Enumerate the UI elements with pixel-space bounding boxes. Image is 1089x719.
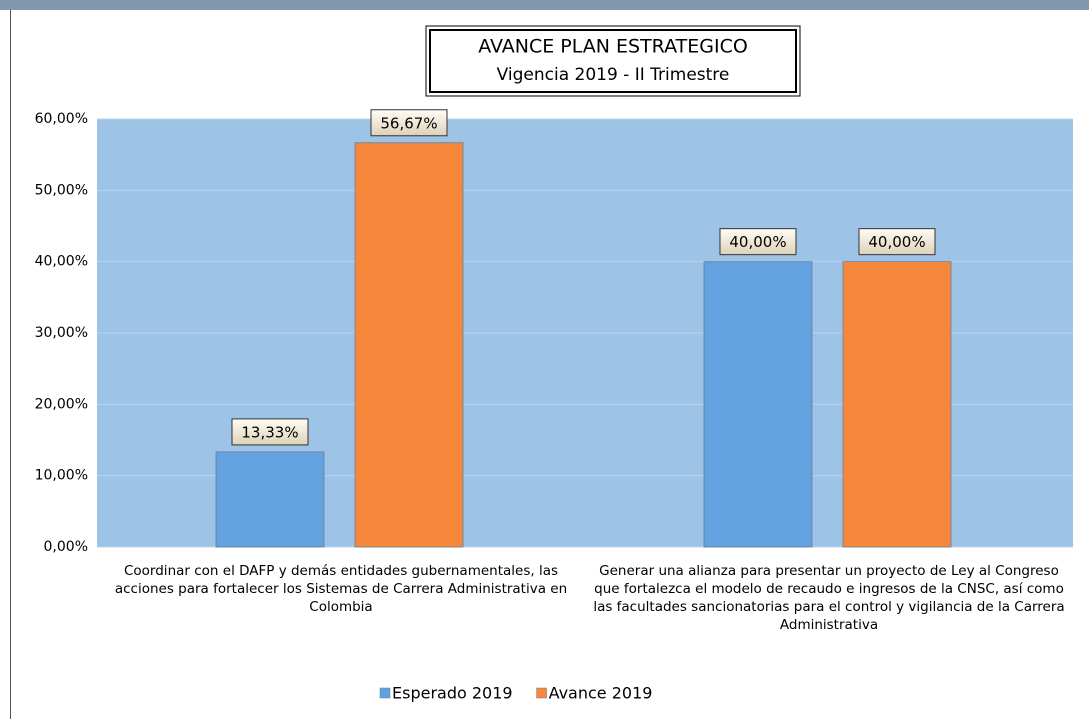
top-strip — [0, 0, 1089, 10]
y-tick-label: 10,00% — [35, 468, 88, 484]
legend-label: Esperado 2019 — [392, 684, 513, 703]
legend-swatch — [379, 687, 391, 699]
legend-label: Avance 2019 — [549, 684, 653, 703]
x-tick-label: Generar una alianza para presentar un pr… — [593, 563, 1065, 633]
value-label: 56,67% — [380, 114, 437, 132]
value-label: 40,00% — [868, 233, 925, 251]
value-label-box — [719, 228, 797, 256]
value-label-box — [370, 109, 448, 137]
bar — [703, 261, 813, 548]
legend-swatch — [536, 687, 547, 699]
y-tick-label: 50,00% — [35, 182, 88, 198]
value-label: 13,33% — [241, 423, 298, 441]
chart-title: AVANCE PLAN ESTRATEGICO — [478, 36, 748, 58]
bar — [842, 261, 952, 548]
chart-subtitle: Vigencia 2019 - II Trimestre — [497, 65, 730, 85]
bar — [354, 142, 464, 548]
bar — [215, 451, 325, 548]
y-tick-label: 20,00% — [35, 396, 88, 412]
value-label-box — [858, 228, 936, 256]
title-box-inner — [429, 29, 797, 93]
title-box — [425, 25, 801, 97]
y-tick-label: 0,00% — [44, 539, 88, 555]
value-label: 40,00% — [729, 233, 786, 251]
y-tick-label: 30,00% — [35, 325, 88, 341]
y-tick-label: 60,00% — [35, 111, 88, 127]
x-tick-label: Coordinar con el DAFP y demás entidades … — [114, 563, 568, 615]
y-tick-label: 40,00% — [35, 254, 88, 270]
value-label-box — [231, 418, 309, 446]
